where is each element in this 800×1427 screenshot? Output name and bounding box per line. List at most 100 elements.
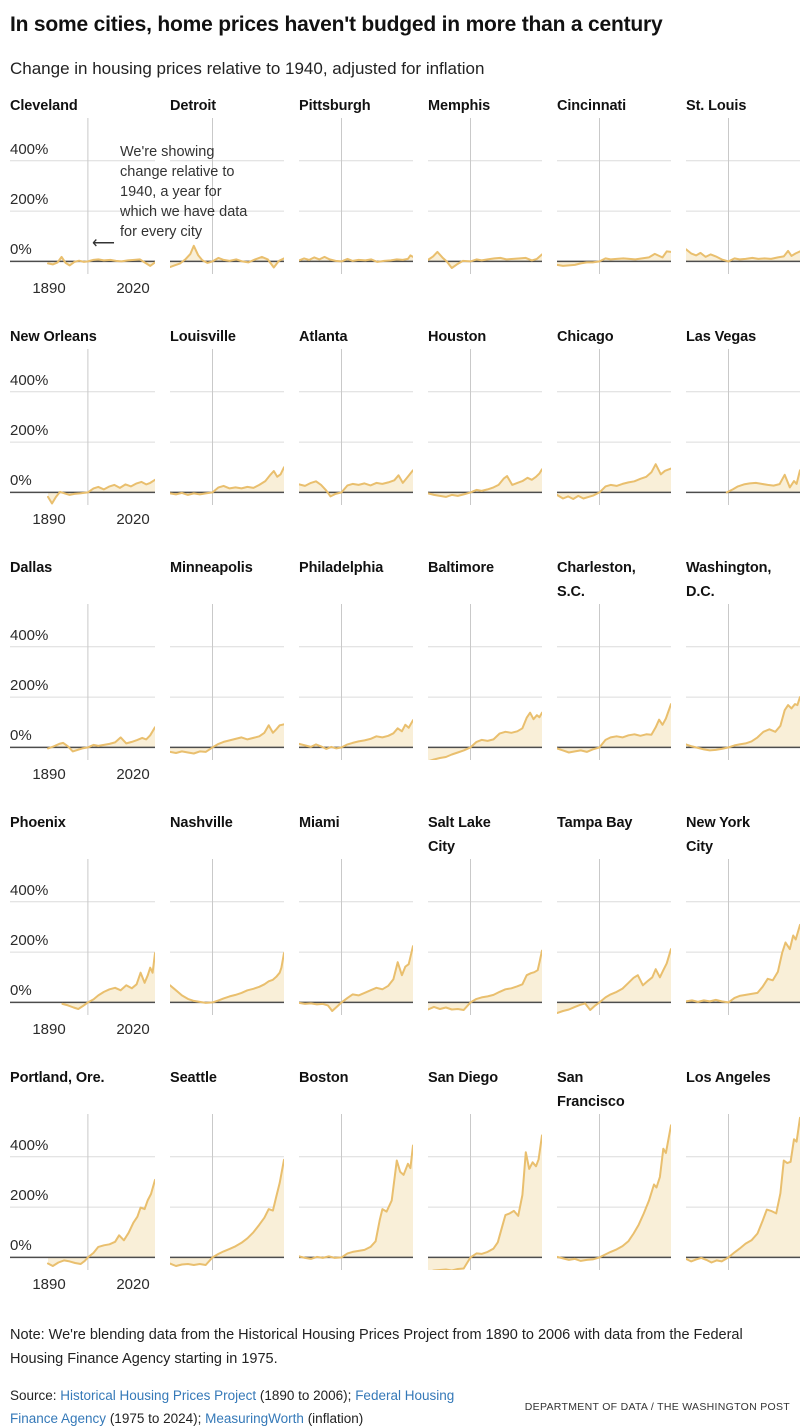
price-line xyxy=(557,948,671,1014)
source-link[interactable]: Historical Housing Prices Project xyxy=(60,1388,257,1403)
y-axis-label: 200% xyxy=(10,932,49,949)
source-link[interactable]: Federal Housing Finance Agency xyxy=(10,1388,455,1426)
x-axis-strip: 1890 2020 xyxy=(10,1015,155,1045)
area-fill xyxy=(170,724,284,754)
area-chart xyxy=(428,604,542,760)
chart-plot-area xyxy=(299,349,413,505)
x-axis-strip xyxy=(428,1270,542,1300)
chart-cell: Chicago xyxy=(557,325,671,535)
price-line xyxy=(428,468,542,498)
chart-plot-area xyxy=(557,859,671,1015)
area-chart xyxy=(10,1114,155,1270)
chart-title: Chicago xyxy=(557,329,614,345)
y-axis-label: 0% xyxy=(10,472,32,489)
area-chart xyxy=(170,859,284,1015)
chart-plot-area xyxy=(170,604,284,760)
area-chart xyxy=(170,604,284,760)
area-fill xyxy=(428,950,542,1010)
price-line xyxy=(170,1158,284,1267)
price-line xyxy=(170,466,284,496)
x-axis-strip xyxy=(686,1015,800,1045)
price-line xyxy=(686,923,800,1004)
chart-title: Atlanta xyxy=(299,329,348,345)
attribution-text: DEPARTMENT OF DATA / THE WASHINGTON POST xyxy=(524,1401,790,1413)
y-axis-label: 0% xyxy=(10,982,32,999)
source-link[interactable]: MeasuringWorth xyxy=(205,1411,304,1426)
chart-title: Philadelphia xyxy=(299,560,384,576)
price-line xyxy=(557,1124,671,1262)
chart-cell: Boston xyxy=(299,1066,413,1300)
chart-cell: Las Vegas xyxy=(686,325,800,535)
chart-title: Memphis xyxy=(428,98,491,114)
area-chart xyxy=(10,118,155,274)
price-line xyxy=(725,469,800,494)
chart-title: Dallas xyxy=(10,560,53,576)
price-line xyxy=(47,1178,155,1267)
chart-plot-area xyxy=(428,349,542,505)
chart-plot-area: 400% 200% 0% xyxy=(10,1114,155,1270)
area-fill xyxy=(170,1159,284,1266)
chart-cell: Miami xyxy=(299,811,413,1045)
chart-plot-area xyxy=(557,1114,671,1270)
chart-cell: Phoenix 400% 200% 0% 1890 2020 xyxy=(10,811,155,1045)
chart-title: Tampa Bay xyxy=(557,815,633,831)
x-axis-label: 1890 xyxy=(32,1276,66,1293)
chart-title: Boston xyxy=(299,1070,349,1086)
x-axis-strip xyxy=(686,760,800,790)
area-fill xyxy=(686,1117,800,1263)
chart-title: Los Angeles xyxy=(686,1070,771,1086)
price-line xyxy=(686,696,800,752)
price-line xyxy=(61,952,155,1010)
price-line xyxy=(686,248,800,263)
x-axis-strip xyxy=(299,505,413,535)
area-fill xyxy=(62,953,155,1009)
area-chart xyxy=(428,349,542,505)
chart-cell: New York City xyxy=(686,811,800,1045)
x-axis-strip xyxy=(428,505,542,535)
x-axis-label: 1890 xyxy=(32,766,66,783)
x-axis-strip xyxy=(557,760,671,790)
chart-cell: Atlanta xyxy=(299,325,413,535)
note-text: Note: We're blending data from the Histo… xyxy=(10,1327,743,1367)
x-axis-strip xyxy=(170,760,284,790)
x-axis-label: 1890 xyxy=(32,280,66,297)
x-axis-label: 2020 xyxy=(116,1021,150,1038)
area-chart xyxy=(686,118,800,274)
price-line xyxy=(299,1144,413,1260)
area-chart xyxy=(299,604,413,760)
chart-cell: Tampa Bay xyxy=(557,811,671,1045)
area-fill xyxy=(299,720,413,749)
x-axis-strip xyxy=(170,274,284,304)
chart-cell: Baltimore xyxy=(428,556,542,790)
price-line xyxy=(557,703,671,754)
chart-cell: Cleveland 400% 200% 0% 1890 2020 xyxy=(10,94,155,304)
area-chart xyxy=(299,1114,413,1270)
area-chart xyxy=(170,349,284,505)
source-text: (1890 to 2006); xyxy=(256,1388,356,1403)
chart-plot-area xyxy=(299,604,413,760)
x-axis-strip xyxy=(299,274,413,304)
price-line xyxy=(170,723,284,755)
x-axis-strip: 1890 2020 xyxy=(10,274,155,304)
chart-title: Salt Lake City xyxy=(428,815,491,855)
chart-plot-area xyxy=(428,1114,542,1270)
chart-title: Minneapolis xyxy=(170,560,253,576)
price-line xyxy=(428,250,542,269)
area-fill xyxy=(726,470,800,493)
source-line: Source: Historical Housing Prices Projec… xyxy=(10,1384,482,1427)
area-chart xyxy=(686,1114,800,1270)
area-chart xyxy=(686,859,800,1015)
chart-title: Charleston, S.C. xyxy=(557,560,636,600)
area-chart xyxy=(428,118,542,274)
x-axis-strip xyxy=(557,1015,671,1045)
chart-plot-area xyxy=(557,349,671,505)
x-axis-label: 2020 xyxy=(116,1276,150,1293)
area-fill xyxy=(686,697,800,751)
chart-title: Las Vegas xyxy=(686,329,757,345)
small-multiples-grid: Cleveland 400% 200% 0% 1890 2020 Detroit Pittsb… xyxy=(10,94,800,1321)
chart-title: San Diego xyxy=(428,1070,498,1086)
x-axis-strip xyxy=(686,274,800,304)
chart-title: Miami xyxy=(299,815,340,831)
price-line xyxy=(47,255,155,267)
x-axis-strip xyxy=(557,505,671,535)
